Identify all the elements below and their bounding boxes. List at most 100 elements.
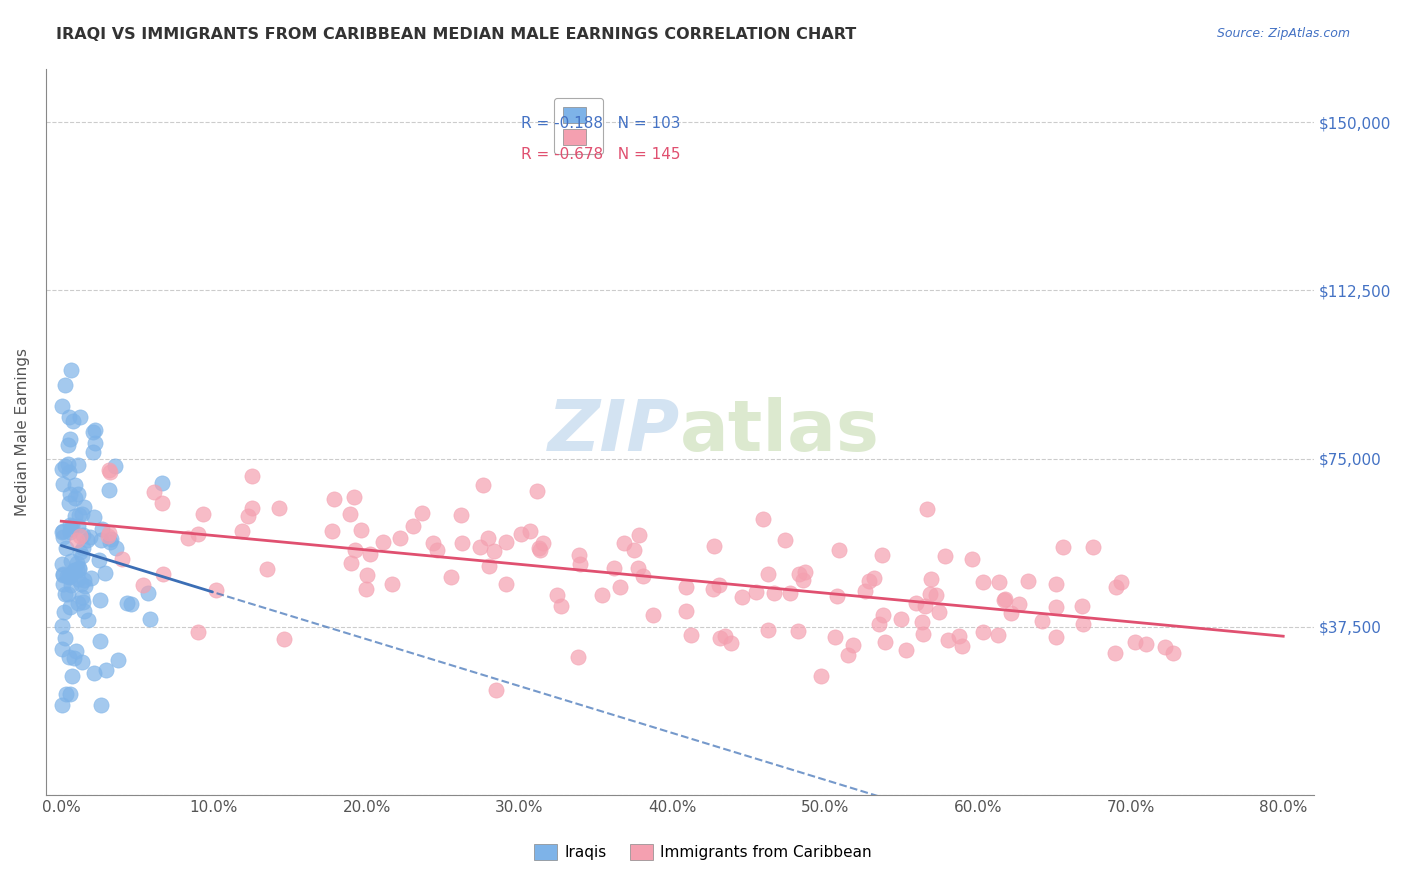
Point <box>827 589 849 603</box>
Point <box>51 698 73 712</box>
Text: ZIP: ZIP <box>547 397 681 467</box>
Point <box>104 459 127 474</box>
Point <box>495 576 517 591</box>
Point <box>381 577 404 591</box>
Point <box>872 607 894 622</box>
Point <box>411 506 433 520</box>
Point <box>97 529 120 543</box>
Point <box>136 586 159 600</box>
Point <box>1123 635 1146 649</box>
Point <box>450 508 472 522</box>
Point <box>236 509 259 524</box>
Point <box>1017 574 1039 588</box>
Point <box>339 508 361 522</box>
Point <box>994 592 1017 607</box>
Point <box>204 582 226 597</box>
Point <box>63 564 86 578</box>
Point <box>641 607 664 622</box>
Point <box>526 484 548 499</box>
Point <box>1045 600 1067 615</box>
Point <box>273 632 295 647</box>
Point <box>73 574 96 588</box>
Point <box>451 536 474 550</box>
Point <box>67 560 90 574</box>
Point <box>862 571 884 585</box>
Point <box>152 566 174 581</box>
Point <box>132 578 155 592</box>
Point <box>58 409 80 424</box>
Point <box>972 625 994 640</box>
Point <box>322 492 344 507</box>
Point <box>82 425 104 439</box>
Text: R = -0.678   N = 145: R = -0.678 N = 145 <box>522 147 681 162</box>
Point <box>59 517 82 532</box>
Point <box>59 432 82 446</box>
Point <box>66 563 89 577</box>
Point <box>51 641 73 656</box>
Point <box>925 588 948 602</box>
Point <box>917 501 939 516</box>
Point <box>52 530 75 544</box>
Point <box>752 512 775 526</box>
Point <box>94 663 117 677</box>
Point <box>193 507 215 521</box>
Point <box>1052 540 1074 554</box>
Point <box>756 566 779 581</box>
Point <box>63 491 86 505</box>
Point <box>987 628 1010 642</box>
Point <box>62 414 84 428</box>
Point <box>1007 597 1029 611</box>
Point <box>66 557 89 571</box>
Point <box>56 569 79 583</box>
Point <box>675 580 697 594</box>
Point <box>1104 646 1126 660</box>
Point <box>59 578 82 592</box>
Point <box>52 567 75 582</box>
Point <box>73 604 96 618</box>
Point <box>731 591 754 605</box>
Point <box>98 526 121 541</box>
Point <box>1070 599 1092 613</box>
Point <box>72 528 94 542</box>
Point <box>1045 577 1067 591</box>
Point <box>58 438 80 452</box>
Point <box>121 597 143 611</box>
Point <box>340 556 363 570</box>
Point <box>495 535 517 549</box>
Point <box>60 363 83 377</box>
Point <box>1135 637 1157 651</box>
Point <box>187 526 209 541</box>
Point <box>426 542 449 557</box>
Point <box>531 536 554 550</box>
Point <box>567 649 589 664</box>
Point <box>70 655 93 669</box>
Point <box>591 588 613 602</box>
Point <box>609 580 631 594</box>
Point <box>478 559 501 574</box>
Point <box>98 534 121 549</box>
Point <box>905 596 928 610</box>
Point <box>389 532 412 546</box>
Point <box>87 553 110 567</box>
Point <box>143 485 166 500</box>
Point <box>53 605 76 619</box>
Point <box>100 532 122 546</box>
Point <box>83 666 105 681</box>
Point <box>51 619 73 633</box>
Point <box>52 577 75 591</box>
Point <box>55 687 77 701</box>
Point <box>948 629 970 643</box>
Point <box>1109 574 1132 589</box>
Point <box>267 500 290 515</box>
Point <box>484 544 506 558</box>
Text: R = -0.188   N = 103: R = -0.188 N = 103 <box>522 116 681 131</box>
Point <box>762 585 785 599</box>
Point <box>373 535 395 549</box>
Point <box>58 486 80 500</box>
Point <box>56 457 79 471</box>
Point <box>58 496 80 510</box>
Point <box>934 549 956 563</box>
Point <box>66 458 89 472</box>
Point <box>911 615 934 630</box>
Point <box>90 698 112 712</box>
